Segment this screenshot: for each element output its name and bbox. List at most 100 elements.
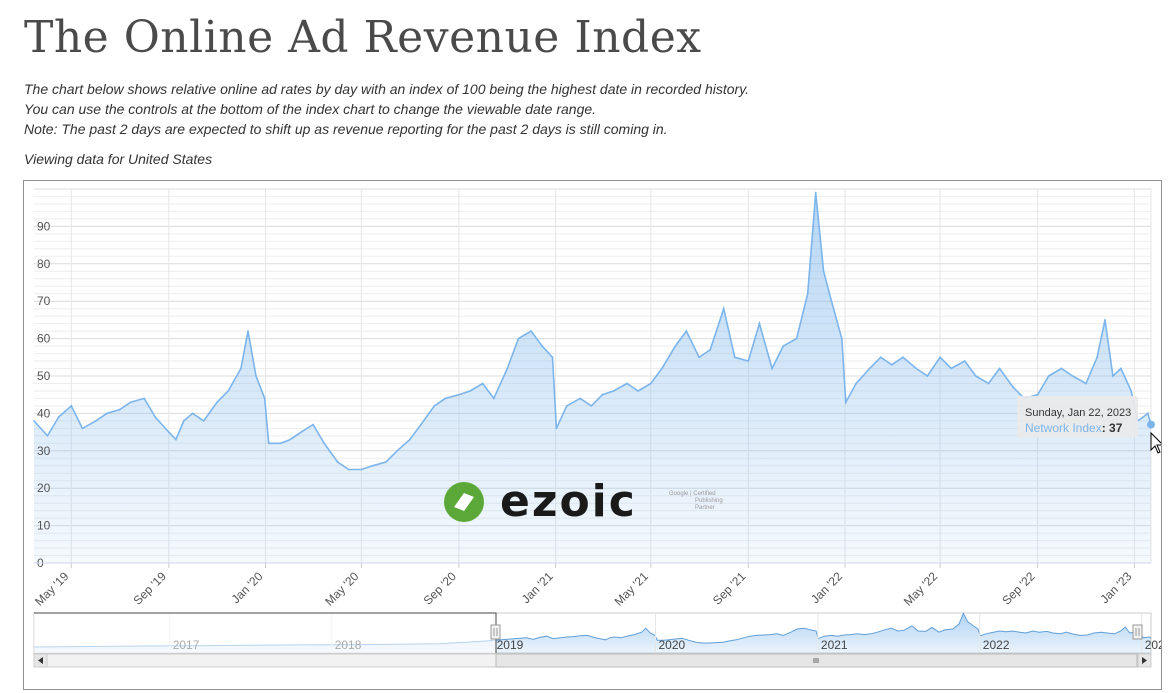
chart-description-note: Note: The past 2 days are expected to sh… <box>24 121 668 137</box>
tooltip-date: Sunday, Jan 22, 2023 <box>1025 407 1131 419</box>
data-point <box>1071 375 1074 377</box>
data-point <box>1146 412 1149 415</box>
data-point <box>216 401 219 404</box>
ezoic-logo-text: ezoic <box>500 476 637 527</box>
x-tick-label: May '19 <box>32 569 72 609</box>
badge-line-1: Google | Certified <box>669 491 716 497</box>
x-tick-label: May '22 <box>901 569 941 609</box>
data-point <box>902 356 904 359</box>
ezoic-logo-mark <box>454 493 474 511</box>
data-point <box>444 397 447 400</box>
x-axis: May '19 Sep '19 Jan '20 May '20 Sep '20 Jan '… <box>32 562 1151 609</box>
data-point <box>830 300 833 303</box>
scrollbar[interactable] <box>33 653 1152 668</box>
data-point <box>279 442 282 445</box>
data-point <box>530 330 532 332</box>
data-point <box>1120 367 1122 370</box>
data-point <box>300 431 303 433</box>
data-point <box>433 405 436 407</box>
x-tick-label: Jan '22 <box>808 569 845 606</box>
navigator-area <box>34 613 1151 653</box>
arrow-right-icon <box>1142 657 1147 664</box>
data-point <box>950 367 953 370</box>
tooltip-series-name: Network Index <box>1025 421 1102 435</box>
data-point <box>612 390 615 392</box>
data-point <box>698 356 700 359</box>
navigator-year-label: 2023 <box>1145 638 1161 652</box>
data-point <box>336 461 339 463</box>
data-point <box>579 397 582 400</box>
x-tick-label: May '20 <box>322 569 362 609</box>
data-point <box>506 367 509 370</box>
tooltip-colon: : <box>1102 421 1109 435</box>
data-point <box>175 438 177 441</box>
data-point <box>247 330 249 332</box>
data-point <box>70 405 73 407</box>
data-point <box>915 367 918 370</box>
data-point <box>481 382 484 385</box>
data-point <box>601 393 604 396</box>
navigator-handle-left[interactable] <box>490 624 501 640</box>
data-point <box>1104 319 1106 321</box>
y-tick-label: 90 <box>37 219 51 233</box>
data-point <box>771 367 773 370</box>
navigator-year-label: 2020 <box>659 638 686 652</box>
data-point <box>1060 367 1063 370</box>
ezoic-logo: ezoic Google | Certified Publishing Part… <box>444 476 723 527</box>
data-point <box>649 382 652 385</box>
data-point <box>33 420 35 422</box>
data-point <box>191 412 194 415</box>
data-point <box>879 356 882 359</box>
data-point <box>758 322 761 325</box>
data-point <box>1096 356 1098 359</box>
chart-description-line-1: The chart below shows relative online ad… <box>24 81 750 97</box>
data-point <box>782 345 785 347</box>
hover-point-marker <box>1147 420 1155 429</box>
data-point <box>1012 386 1014 389</box>
data-point <box>81 427 84 430</box>
scrollbar-left-arrow[interactable] <box>33 653 48 668</box>
data-point <box>129 401 132 404</box>
data-point <box>167 431 170 433</box>
x-tick-label: Sep '20 <box>421 569 460 608</box>
data-point <box>590 405 593 407</box>
data-point <box>926 375 929 377</box>
chart-description-line-2: You can use the controls at the bottom o… <box>24 101 597 117</box>
navigator-mask-left <box>34 613 496 653</box>
data-point <box>360 468 363 471</box>
data-point <box>263 397 266 400</box>
data-point <box>289 438 291 441</box>
data-point <box>661 367 663 370</box>
x-tick-label: Jan '23 <box>1098 569 1135 606</box>
tooltip-value: 37 <box>1109 421 1123 435</box>
tooltip-series-row: Network Index: 37 <box>1025 421 1123 435</box>
data-point <box>551 356 554 359</box>
chart-tooltip: Sunday, Jan 22, 2023 Network Index: 37 <box>1017 396 1138 438</box>
data-point <box>255 375 257 377</box>
navigator-handle-right[interactable] <box>1132 624 1143 640</box>
data-point <box>227 390 230 392</box>
navigator[interactable]: 2017201820192020202120222023 <box>33 612 1161 654</box>
data-point <box>106 412 108 415</box>
mouse-cursor-icon <box>1150 431 1161 454</box>
chart-container[interactable]: 0 10 20 30 40 50 60 70 80 90 May '19 Sep '19 Jan '2… <box>23 180 1162 690</box>
data-point <box>747 360 750 362</box>
data-point <box>182 420 185 422</box>
scrollbar-right-arrow[interactable] <box>1137 653 1152 668</box>
data-point <box>987 382 990 385</box>
data-point <box>685 330 688 332</box>
data-point <box>939 356 941 359</box>
data-point <box>868 367 871 370</box>
data-point <box>371 464 374 467</box>
data-point <box>57 416 60 418</box>
data-point <box>154 416 157 418</box>
x-tick-label: Sep '21 <box>710 569 749 608</box>
data-point <box>855 382 857 385</box>
y-tick-label: 30 <box>37 444 51 458</box>
x-tick-label: Sep '19 <box>131 569 170 608</box>
data-point <box>998 367 1001 370</box>
data-point <box>408 438 411 441</box>
series-network-index <box>33 191 1152 563</box>
data-point <box>1142 416 1144 418</box>
